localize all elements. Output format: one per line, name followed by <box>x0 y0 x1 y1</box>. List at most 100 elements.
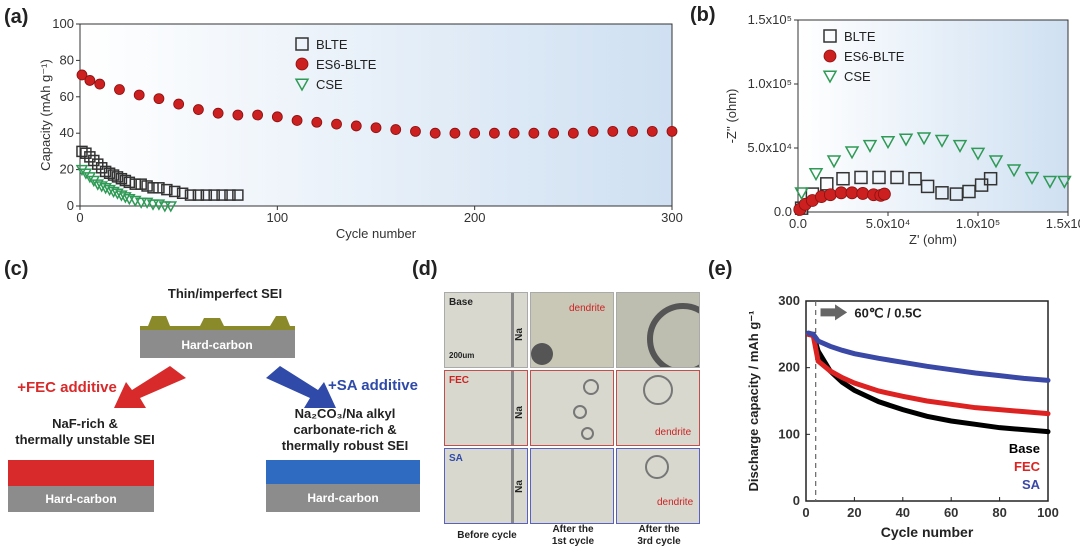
data-point <box>488 127 500 139</box>
data-point <box>646 125 658 137</box>
data-point <box>908 171 922 186</box>
data-point <box>834 186 848 200</box>
panel-label-d: (d) <box>412 258 438 280</box>
data-point <box>147 182 159 194</box>
x-tick-label: 20 <box>847 505 861 520</box>
fec-sei-layer <box>8 460 154 486</box>
caption-before-cycle: Before cycle <box>457 530 517 541</box>
data-point <box>95 181 108 193</box>
y-tick-label: 20 <box>60 162 74 177</box>
y-tick-label: 200 <box>778 360 800 375</box>
data-point <box>76 69 88 81</box>
data-point <box>91 179 105 191</box>
data-point <box>83 172 97 184</box>
legend-label: ES6-BLTE <box>844 49 905 64</box>
data-point <box>528 127 540 139</box>
sa-before-cycle-image: SA Na <box>444 448 528 524</box>
data-point <box>232 189 244 201</box>
impedance-nyquist-chart: 0.0 5.0x10⁴ 1.0x10⁵ 1.5x10⁵ 0.0 5.0x10⁴ 1.0x10… <box>724 12 1080 247</box>
data-point <box>872 170 886 185</box>
data-point <box>469 127 481 139</box>
data-point <box>856 187 870 200</box>
y-tick-label: 1.5x10⁵ <box>748 12 792 27</box>
data-point <box>87 175 101 188</box>
legend-marker <box>295 57 309 71</box>
data-point <box>898 133 914 147</box>
data-point <box>107 169 120 181</box>
x-tick-label: 300 <box>661 210 683 225</box>
data-point <box>410 125 421 137</box>
data-point <box>607 125 619 137</box>
data-point <box>129 178 142 190</box>
data-point <box>627 125 638 137</box>
y-axis-label: Capacity (mAh g⁻¹) <box>38 59 53 171</box>
micrograph-grid: Base Na 200um dendrite FEC Na dendrite S… <box>444 292 706 557</box>
data-point <box>1024 171 1040 185</box>
legend-marker <box>823 49 837 63</box>
data-point <box>252 109 264 121</box>
sa-sei-layer <box>266 460 420 484</box>
y-tick-label: 100 <box>52 16 74 31</box>
series-line <box>805 331 1051 417</box>
x-tick-label: 100 <box>266 210 288 225</box>
y-tick-label: 100 <box>778 426 800 441</box>
sa-arrow-icon <box>266 366 336 408</box>
fec-before-cycle-image: FEC Na <box>444 370 528 446</box>
annotation-arrow-icon <box>820 304 848 321</box>
data-point <box>862 139 878 153</box>
y-axis-label: Discharge capacity / mAh g⁻¹ <box>746 311 761 492</box>
data-point <box>935 186 949 200</box>
x-tick-label: 5.0x10⁴ <box>866 216 911 231</box>
data-point <box>88 154 100 167</box>
sa-substrate: Hard-carbon <box>266 484 420 512</box>
data-point <box>158 201 172 213</box>
data-point <box>184 189 197 201</box>
series-line <box>805 330 1051 383</box>
y-tick-label: 0.0 <box>774 204 792 219</box>
plot-area <box>805 300 1049 502</box>
data-point <box>80 147 92 159</box>
x-tick-label: 40 <box>896 505 910 520</box>
data-point <box>587 125 599 137</box>
legend-label: CSE <box>844 69 871 84</box>
data-point <box>370 122 382 134</box>
plot-area <box>79 23 673 207</box>
discharge-capacity-chart: 0 20 40 60 80 100 0 100 200 300 Cycle number Discha… <box>746 293 1059 540</box>
data-point <box>232 109 244 121</box>
x-axis-label: Cycle number <box>881 524 974 540</box>
data-point <box>508 127 520 139</box>
data-point <box>141 180 153 192</box>
annotation-label: 60℃ / 0.5C <box>854 305 922 320</box>
data-point <box>135 178 147 190</box>
data-point <box>173 98 185 110</box>
data-point <box>79 168 93 180</box>
y-tick-label: 1.0x10⁵ <box>748 76 792 91</box>
panel-label-a: (a) <box>4 6 29 28</box>
legend-marker <box>294 78 310 92</box>
x-tick-label: 1.0x10⁵ <box>956 216 1000 231</box>
x-tick-label: 0 <box>802 505 809 520</box>
data-point <box>146 199 160 211</box>
x-tick-label: 200 <box>464 210 486 225</box>
legend-marker <box>295 37 309 51</box>
panel-label-e: (e) <box>708 258 733 280</box>
y-axis-label: -Z'' (ohm) <box>724 89 739 144</box>
data-point <box>808 168 824 182</box>
data-point <box>854 170 868 185</box>
data-point <box>836 171 850 186</box>
data-point <box>192 104 204 115</box>
data-point <box>311 116 323 128</box>
panel-label-b: (b) <box>690 4 716 26</box>
data-point <box>1057 175 1072 189</box>
base-after-3rd-cycle-image <box>616 292 700 368</box>
data-point <box>111 171 124 183</box>
sa-after-1st-cycle-image <box>530 448 614 524</box>
data-point <box>111 188 124 200</box>
data-point <box>208 189 220 201</box>
panel-label-c: (c) <box>4 258 29 280</box>
legend-label: BLTE <box>844 29 876 44</box>
x-tick-label: 1.5x10⁵ <box>1046 216 1080 231</box>
base-before-cycle-image: Base Na 200um <box>444 292 528 368</box>
x-axis-label: Cycle number <box>336 226 417 241</box>
data-point <box>84 151 96 163</box>
